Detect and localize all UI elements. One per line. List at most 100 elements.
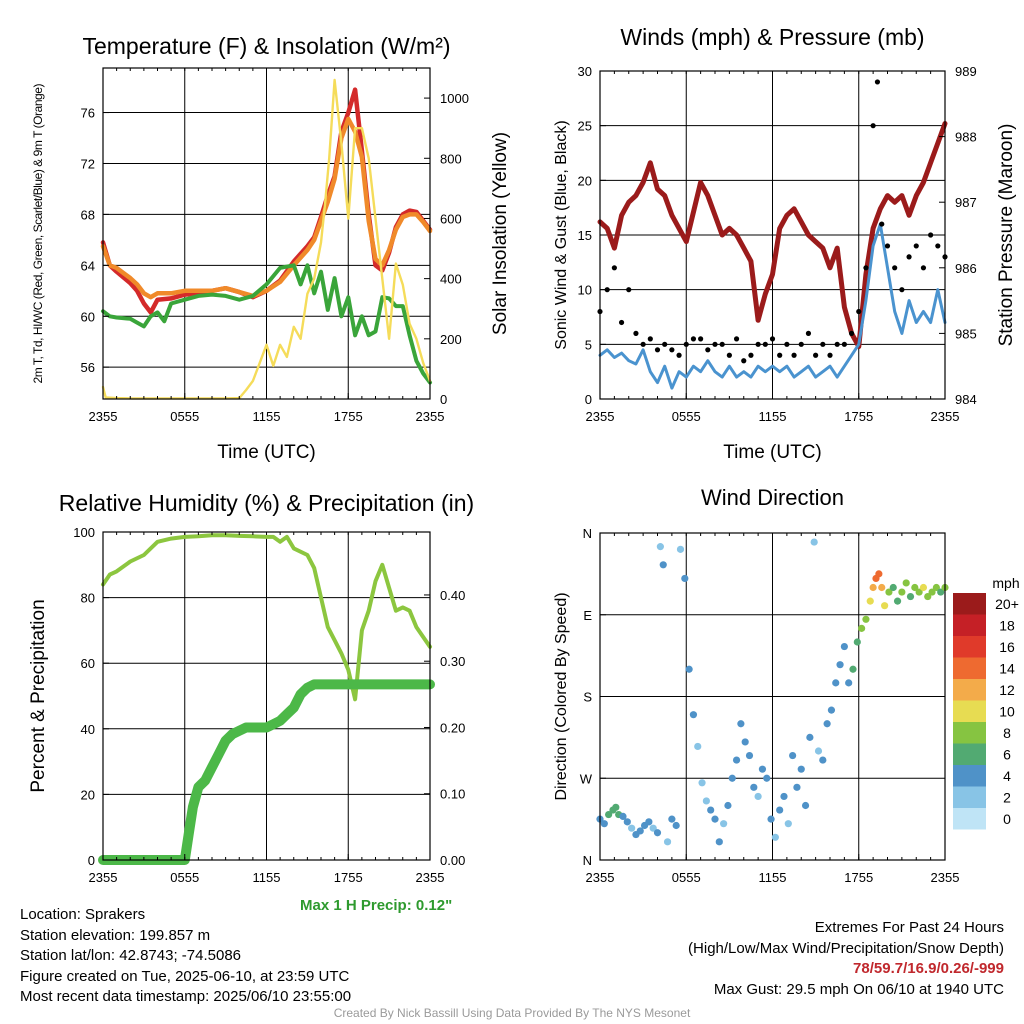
direction-point <box>789 751 797 760</box>
direction-point <box>767 815 775 823</box>
gust-point <box>791 352 797 358</box>
series-line-pressure <box>597 121 948 349</box>
gust-point <box>884 243 891 249</box>
direction-point <box>724 801 732 810</box>
gust-point <box>784 341 790 347</box>
gust-point <box>848 330 855 336</box>
direction-point <box>866 597 874 605</box>
station-elevation: Station elevation: 199.857 m <box>20 926 211 944</box>
gust-point <box>899 287 905 293</box>
direction-point <box>845 679 853 687</box>
y-tick-label: 0 <box>585 392 592 407</box>
direction-point <box>685 665 693 673</box>
gust-point <box>662 341 668 347</box>
direction-point <box>840 642 848 651</box>
legend-swatch <box>953 722 986 744</box>
gust-point <box>626 287 632 293</box>
direction-point <box>741 738 749 746</box>
credit-line: Created By Nick Bassill Using Data Provi… <box>333 1006 691 1020</box>
series-line-temp_9m <box>100 116 433 300</box>
legend-label: 2 <box>1003 789 1011 805</box>
gust-point <box>705 347 711 353</box>
direction-point <box>875 570 883 578</box>
gust-point <box>920 265 927 271</box>
gust-point <box>892 265 898 271</box>
gust-point <box>683 341 689 347</box>
x-tick-label: 0555 <box>170 870 199 885</box>
y2-tick-label: 0 <box>440 392 447 407</box>
direction-point <box>707 806 715 814</box>
y-tick-label: 56 <box>81 360 95 375</box>
direction-point <box>754 792 762 801</box>
extremes-subheading: (High/Low/Max Wind/Precipitation/Snow De… <box>688 939 1004 957</box>
direction-point <box>893 597 902 605</box>
y-tick-label: 30 <box>578 64 592 79</box>
x-tick-label: 1755 <box>844 409 873 424</box>
y2-tick-label: 600 <box>440 211 462 226</box>
direction-point <box>763 774 771 782</box>
series-line-wind <box>598 222 947 390</box>
y2-tick-label: 988 <box>955 130 977 145</box>
extremes-panel: Extremes For Past 24 Hours (High/Low/Max… <box>688 918 1004 1000</box>
direction-point <box>698 779 706 787</box>
gust-point <box>640 341 646 347</box>
chart-panel-1: 2355 0555 1155 1755 2355 56 60 64 68 72 76 0 200 400 6… <box>31 33 511 463</box>
y2-tick-label: 0.00 <box>440 853 465 868</box>
gust-point <box>906 254 912 260</box>
y2-tick-label: 985 <box>955 326 977 341</box>
y2-tick-label: 0.20 <box>440 720 465 735</box>
legend-swatch <box>953 743 986 765</box>
direction-point <box>780 792 788 801</box>
gust-point <box>805 330 812 336</box>
legend-swatch <box>953 808 986 830</box>
y-tick-label: 68 <box>81 207 95 222</box>
direction-point <box>628 824 636 832</box>
y2-tick-label: 0.30 <box>440 654 465 669</box>
legend-label: 8 <box>1003 725 1011 741</box>
y2-tick-label: 1000 <box>440 91 469 106</box>
x-tick-label: 1155 <box>759 409 787 424</box>
y-axis-title: Percent & Precipitation <box>28 599 49 792</box>
chart-title: Relative Humidity (%) & Precipitation (i… <box>59 490 474 516</box>
direction-point <box>797 765 805 773</box>
direction-point <box>702 797 710 805</box>
chart-title: Temperature (F) & Insolation (W/m²) <box>82 33 450 59</box>
direction-point <box>793 783 801 791</box>
direction-point <box>711 815 719 823</box>
gust-point <box>870 123 876 129</box>
direction-point <box>823 720 831 728</box>
gust-point <box>719 341 725 347</box>
extremes-heading: Extremes For Past 24 Hours <box>814 919 1004 936</box>
y-tick-label: N <box>583 853 592 868</box>
direction-point <box>776 806 784 814</box>
gust-point <box>798 341 804 347</box>
legend-swatch <box>953 657 986 679</box>
station-latlon: Station lat/lon: 42.8743; -74.5086 <box>20 947 242 964</box>
direction-point <box>911 583 919 592</box>
direction-point <box>889 583 897 592</box>
gust-point <box>863 265 869 271</box>
gust-point <box>874 79 881 85</box>
legend-label: 0 <box>1003 811 1011 827</box>
direction-point <box>663 838 672 846</box>
x-tick-label: 2355 <box>416 870 445 885</box>
direction-point <box>928 588 936 596</box>
y2-axis-title: Solar Insolation (Yellow) <box>490 132 511 335</box>
direction-point <box>656 543 664 551</box>
y-tick-label: 20 <box>578 173 592 188</box>
gust-point <box>928 232 934 238</box>
x-axis-title: Time (UTC) <box>217 442 316 463</box>
direction-point <box>832 679 840 687</box>
gust-point <box>633 330 639 336</box>
direction-point <box>869 583 877 592</box>
x-tick-label: 1755 <box>334 870 363 885</box>
direction-point <box>849 665 857 673</box>
gust-point <box>733 336 740 342</box>
direction-point <box>915 588 923 596</box>
gust-point <box>726 352 732 358</box>
legend-label: 16 <box>999 639 1015 655</box>
direction-point <box>649 824 657 832</box>
direction-point <box>827 706 836 714</box>
y-tick-label: 15 <box>578 228 592 243</box>
chart-panel-2: 2355 0555 1155 1755 2355 0 5 10 15 20 25 30 984 985 98… <box>553 24 1017 463</box>
